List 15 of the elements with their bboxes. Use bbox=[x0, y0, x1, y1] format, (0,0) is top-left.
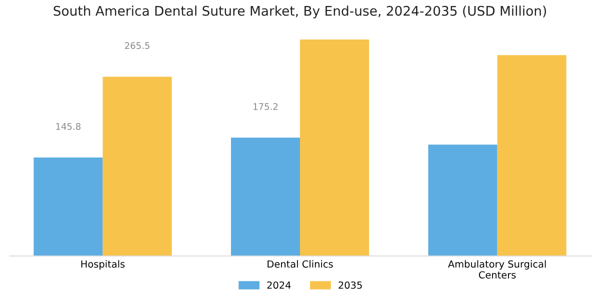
data-label: 265.5 bbox=[124, 42, 150, 50]
x-tick-label: Ambulatory Surgical Centers bbox=[448, 260, 546, 279]
bar bbox=[102, 76, 172, 256]
chart-title: South America Dental Suture Market, By End-use, 2024-2035 (USD Million) bbox=[54, 6, 546, 18]
data-label: 145.8 bbox=[56, 123, 81, 130]
legend-label: 2035 bbox=[338, 281, 362, 289]
bar bbox=[497, 55, 566, 256]
bar bbox=[300, 39, 370, 256]
bar bbox=[230, 138, 300, 256]
x-tick-label: Dental Clinics bbox=[268, 260, 333, 268]
data-label: 175.2 bbox=[254, 103, 278, 110]
bar bbox=[34, 158, 103, 256]
x-tick-label: Hospitals bbox=[81, 260, 125, 270]
bar bbox=[428, 144, 498, 256]
legend-label: 2024 bbox=[267, 281, 291, 289]
